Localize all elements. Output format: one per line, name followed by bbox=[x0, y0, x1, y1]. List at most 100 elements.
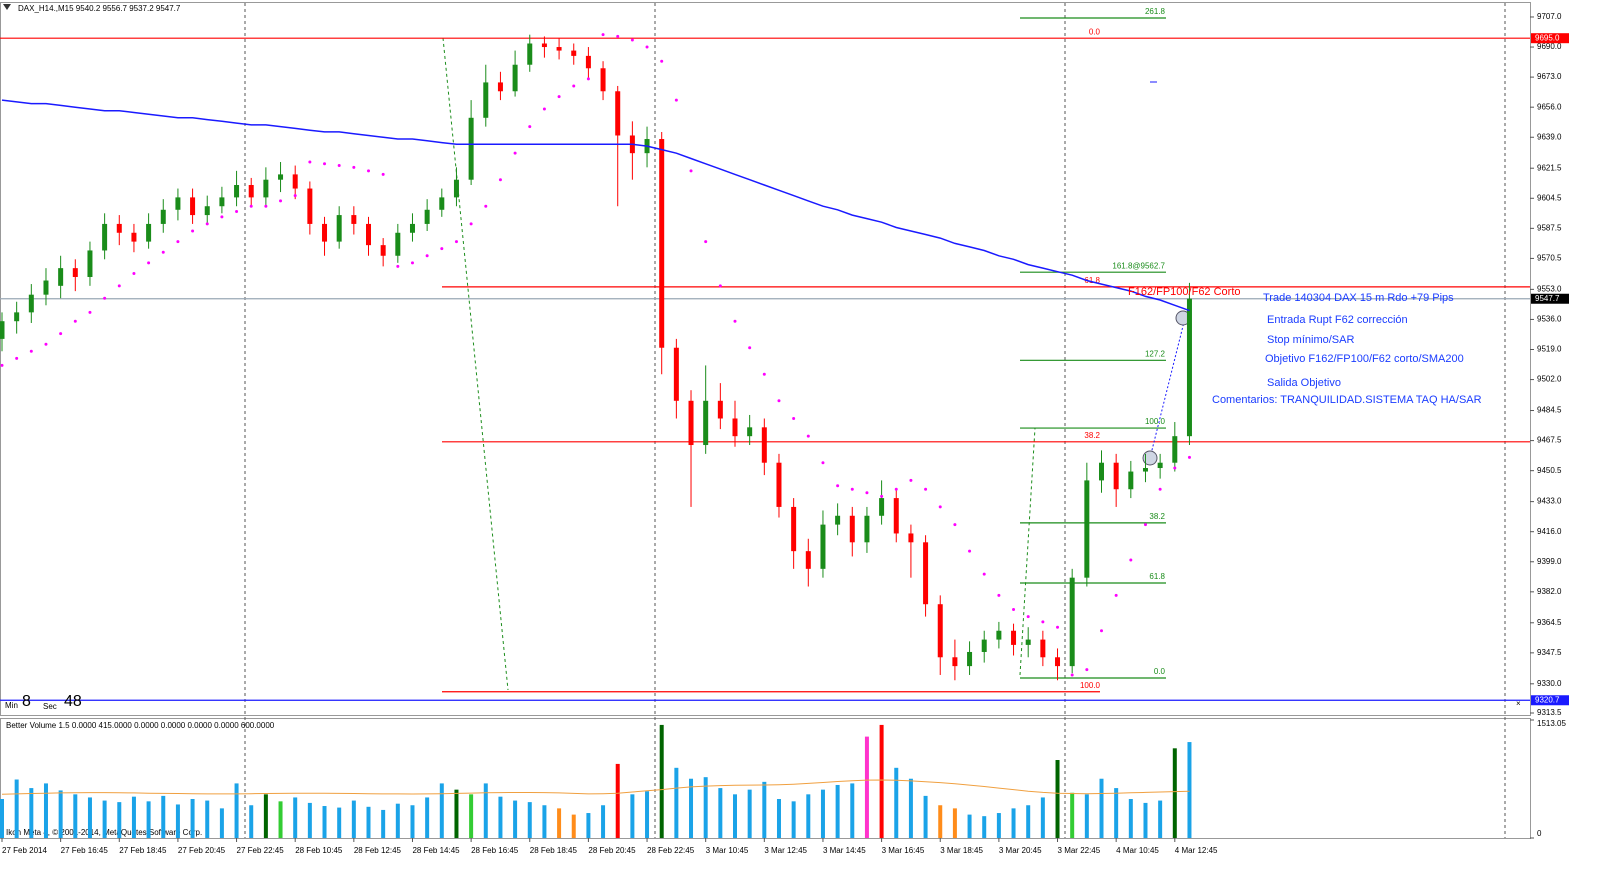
sar-dot bbox=[689, 169, 693, 173]
volume-bar bbox=[0, 799, 4, 838]
sar-dot bbox=[1129, 558, 1133, 562]
fib-label: 61.8 bbox=[1149, 572, 1165, 581]
candle-body bbox=[820, 524, 826, 569]
volume-bar bbox=[337, 807, 342, 838]
sar-dot bbox=[1158, 487, 1162, 491]
volume-bar bbox=[161, 795, 166, 838]
candle-body bbox=[1025, 639, 1031, 645]
sar-dot bbox=[425, 254, 429, 258]
candle-body bbox=[1128, 471, 1134, 490]
y-tick-label: 9536.0 bbox=[1537, 315, 1562, 324]
candle-body bbox=[541, 43, 547, 48]
close-icon[interactable]: × bbox=[1516, 699, 1521, 708]
sar-dot bbox=[1085, 668, 1089, 672]
sar-dot bbox=[469, 222, 473, 226]
volume-bar bbox=[43, 783, 48, 838]
candle-body bbox=[0, 321, 5, 339]
timer-label: Sec bbox=[43, 702, 57, 711]
timer-value: 48 bbox=[64, 693, 82, 710]
volume-bar bbox=[117, 802, 122, 838]
sar-dot bbox=[1173, 466, 1177, 470]
volume-bar bbox=[513, 800, 518, 838]
sar-dot bbox=[528, 125, 532, 129]
candle-body bbox=[512, 64, 518, 92]
volume-bar bbox=[131, 796, 136, 838]
sar-dot bbox=[381, 172, 385, 176]
sar-dot bbox=[323, 162, 327, 166]
candle-body bbox=[761, 427, 767, 463]
price-box bbox=[1531, 293, 1569, 304]
volume-bar bbox=[733, 794, 737, 838]
volume-bar bbox=[776, 799, 781, 838]
volume-bar bbox=[659, 724, 664, 838]
volume-bar bbox=[879, 724, 884, 838]
x-tick-label: 27 Feb 18:45 bbox=[119, 846, 167, 855]
volume-bar bbox=[1172, 748, 1177, 838]
volume-bar bbox=[1128, 799, 1133, 838]
volume-bar bbox=[527, 802, 532, 838]
sar-dot bbox=[308, 160, 312, 164]
volume-bar bbox=[14, 779, 19, 838]
volume-bar bbox=[762, 781, 767, 838]
candle-body bbox=[908, 533, 914, 543]
candle-body bbox=[717, 400, 723, 419]
candle-body bbox=[879, 498, 885, 516]
volume-bar bbox=[718, 788, 723, 838]
volume-bar bbox=[483, 783, 488, 838]
sar-dot bbox=[777, 399, 781, 403]
volume-bar bbox=[351, 800, 356, 838]
sar-dot bbox=[997, 593, 1001, 597]
candle-body bbox=[102, 223, 108, 251]
candle-body bbox=[556, 47, 562, 51]
header-arrow bbox=[3, 4, 11, 10]
candle-body bbox=[160, 209, 166, 224]
sar-dot bbox=[953, 523, 957, 527]
trade-line bbox=[1149, 317, 1186, 459]
sar-dot bbox=[0, 363, 4, 367]
y-tick-label: 9639.0 bbox=[1537, 132, 1562, 141]
x-tick-label: 4 Mar 10:45 bbox=[1116, 846, 1159, 855]
fib-label: 38.2 bbox=[1084, 431, 1100, 440]
candle-body bbox=[131, 232, 137, 242]
sar-dot bbox=[191, 229, 195, 233]
y-tick-label: 9382.0 bbox=[1537, 587, 1562, 596]
fib-label: 100.0 bbox=[1080, 681, 1101, 690]
volume-bar bbox=[146, 801, 151, 838]
y-tick-label: 9502.0 bbox=[1537, 375, 1562, 384]
sar-dot bbox=[660, 59, 664, 63]
sar-dot bbox=[601, 33, 605, 37]
sar-dot bbox=[249, 204, 253, 208]
candle-body bbox=[336, 215, 342, 242]
y-tick-label: 9570.5 bbox=[1537, 254, 1562, 263]
timer-value: 8 bbox=[22, 693, 31, 710]
volume-frame bbox=[0, 718, 1531, 839]
volume-bar bbox=[425, 797, 430, 838]
fib-label: 0.0 bbox=[1154, 667, 1166, 676]
sar-dot bbox=[59, 332, 63, 336]
sar-dot bbox=[748, 346, 752, 350]
candle-body bbox=[747, 427, 753, 437]
candle-body bbox=[1055, 657, 1061, 667]
y-tick-label: 9519.0 bbox=[1537, 345, 1562, 354]
price-box-label: 9320.7 bbox=[1535, 695, 1560, 704]
price-box bbox=[1531, 695, 1569, 706]
annotation: F162/FP100/F62 Corto bbox=[1128, 286, 1241, 298]
candle-body bbox=[219, 197, 225, 207]
volume-bar bbox=[923, 795, 928, 838]
candle-body bbox=[190, 197, 196, 216]
y-tick-label: 9690.0 bbox=[1537, 42, 1562, 51]
volume-bar bbox=[1040, 797, 1045, 838]
timer-label: Min bbox=[5, 701, 18, 710]
volume-bar bbox=[952, 808, 957, 838]
sar-dot bbox=[44, 342, 48, 346]
volume-average bbox=[1, 779, 1190, 795]
candle-body bbox=[615, 91, 621, 136]
x-tick-label: 3 Mar 14:45 bbox=[823, 846, 866, 855]
fib-label: 61.8 bbox=[1084, 276, 1100, 285]
candle-body bbox=[468, 117, 474, 180]
sar-dot bbox=[733, 319, 737, 323]
x-tick-label: 28 Feb 10:45 bbox=[295, 846, 343, 855]
volume-bar bbox=[689, 778, 694, 838]
